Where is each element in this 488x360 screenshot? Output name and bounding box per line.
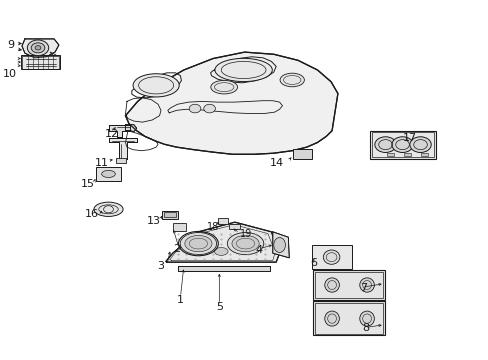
Bar [163, 212, 175, 217]
Text: 11: 11 [95, 158, 109, 168]
Ellipse shape [215, 58, 272, 82]
Text: 17: 17 [402, 133, 416, 143]
Circle shape [35, 46, 41, 50]
Circle shape [27, 40, 49, 56]
Bar [314, 272, 382, 298]
Bar [116, 158, 125, 163]
Bar [293, 149, 311, 159]
Text: 1: 1 [177, 295, 183, 305]
Polygon shape [109, 125, 130, 137]
Text: 3: 3 [157, 261, 164, 271]
Text: 19: 19 [239, 229, 251, 239]
Bar [420, 153, 427, 157]
Circle shape [189, 104, 201, 113]
Ellipse shape [324, 311, 339, 326]
Text: 7: 7 [360, 283, 366, 293]
Text: 5: 5 [215, 302, 223, 312]
Text: 12: 12 [105, 129, 119, 139]
Text: 10: 10 [3, 68, 17, 78]
Bar [369, 131, 435, 158]
Polygon shape [109, 138, 137, 159]
Text: 8: 8 [362, 323, 368, 333]
Text: 6: 6 [310, 258, 317, 268]
Ellipse shape [231, 235, 259, 252]
Bar [172, 223, 186, 231]
Bar [312, 270, 384, 300]
Ellipse shape [180, 233, 216, 255]
Bar [312, 301, 384, 336]
Bar [228, 224, 239, 229]
Ellipse shape [227, 233, 263, 255]
Bar [21, 55, 60, 69]
Ellipse shape [133, 74, 179, 97]
Bar [386, 153, 393, 157]
Ellipse shape [273, 238, 285, 252]
Circle shape [203, 104, 215, 113]
Ellipse shape [214, 248, 227, 255]
Text: 2: 2 [173, 244, 180, 253]
Polygon shape [177, 266, 269, 271]
Bar [96, 167, 121, 181]
Text: 18: 18 [206, 222, 219, 232]
Text: 15: 15 [81, 179, 95, 189]
Ellipse shape [94, 202, 123, 216]
Circle shape [374, 137, 395, 153]
Polygon shape [125, 125, 137, 132]
Ellipse shape [184, 235, 212, 252]
Ellipse shape [324, 278, 339, 292]
Polygon shape [22, 39, 59, 58]
Ellipse shape [359, 278, 374, 292]
Bar [403, 153, 410, 157]
Bar [371, 132, 433, 157]
Circle shape [31, 43, 45, 53]
Ellipse shape [280, 73, 304, 87]
Polygon shape [272, 232, 289, 258]
Bar [22, 56, 59, 68]
Ellipse shape [102, 170, 115, 177]
Ellipse shape [210, 80, 237, 94]
Text: 14: 14 [270, 158, 284, 168]
Bar [218, 218, 227, 224]
Text: 16: 16 [84, 209, 99, 219]
Circle shape [409, 137, 430, 153]
Ellipse shape [359, 311, 374, 326]
Bar [162, 211, 177, 219]
Text: 9: 9 [8, 40, 15, 50]
Ellipse shape [323, 250, 339, 264]
Bar [311, 245, 351, 269]
Text: 4: 4 [255, 245, 262, 255]
Bar [314, 303, 382, 334]
Polygon shape [165, 222, 279, 262]
Polygon shape [125, 52, 337, 154]
Circle shape [391, 137, 412, 153]
Text: 13: 13 [147, 216, 161, 226]
